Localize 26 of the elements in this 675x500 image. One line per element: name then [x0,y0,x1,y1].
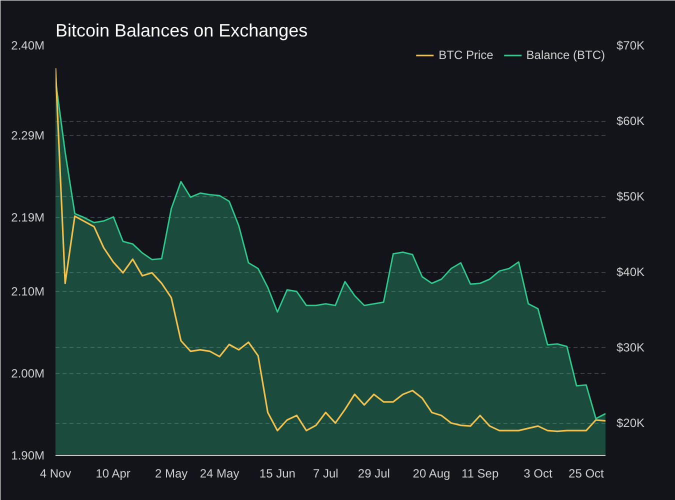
chart-title: Bitcoin Balances on Exchanges [56,20,308,40]
y2-tick-label: $40K [616,265,645,280]
x-tick-label: 7 Jul [313,466,338,480]
x-tick-label: 20 Aug [412,466,450,480]
x-tick-label: 11 Sep [461,466,499,480]
y2-tick-label: $60K [616,114,645,128]
y-tick-label: 2.29M [11,128,45,143]
x-tick-label: 24 May [200,466,240,480]
y2-tick-label: $50K [616,190,645,204]
y-tick-label: 2.40M [11,38,45,52]
legend-label: BTC Price [438,48,494,62]
x-tick-label: 3 Oct [524,466,553,480]
y2-tick-label: $70K [616,38,645,52]
x-tick-label: 15 Jun [259,466,296,480]
y-tick-label: 2.00M [11,366,45,380]
y2-tick-label: $30K [616,340,645,355]
y-tick-label: 2.10M [11,284,45,298]
y2-tick-label: $20K [616,416,645,430]
legend-label: Balance (BTC) [526,48,605,62]
x-tick-label: 4 Nov [40,466,72,480]
x-tick-label: 2 May [154,466,188,480]
y-tick-label: 2.19M [11,210,45,225]
x-tick-label: 29 Jul [358,466,390,480]
x-tick-label: 25 Oct [568,466,605,480]
y-tick-label: 1.90M [11,448,45,462]
x-tick-label: 10 Apr [96,466,130,480]
